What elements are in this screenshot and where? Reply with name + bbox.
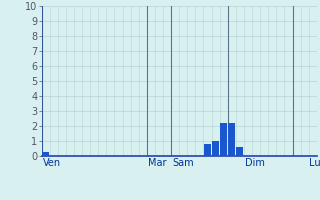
Bar bbox=[236, 147, 243, 156]
Text: Lun: Lun bbox=[309, 158, 320, 168]
Bar bbox=[228, 123, 235, 156]
Bar bbox=[204, 144, 211, 156]
Bar bbox=[212, 141, 219, 156]
Bar bbox=[42, 152, 49, 156]
Text: Sam: Sam bbox=[172, 158, 194, 168]
Text: Mar: Mar bbox=[148, 158, 166, 168]
Text: Dim: Dim bbox=[245, 158, 265, 168]
Bar bbox=[220, 123, 227, 156]
Text: Ven: Ven bbox=[43, 158, 61, 168]
